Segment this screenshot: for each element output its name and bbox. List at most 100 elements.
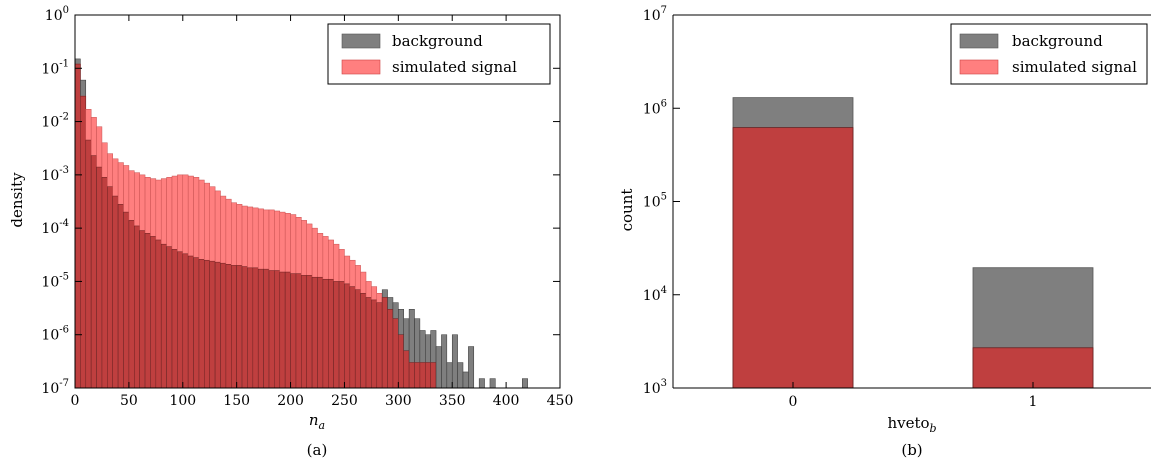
bar-overlap [90, 155, 97, 389]
bar-overlap [74, 63, 81, 389]
bar-overlap [257, 268, 264, 389]
x-axis-label: hvetob [887, 414, 936, 435]
y-tick-label: 10-3 [41, 165, 69, 184]
bar-overlap [311, 276, 318, 389]
bar-simulated-signal [732, 127, 854, 389]
count-bars [732, 97, 1094, 389]
bar-overlap [414, 362, 421, 389]
bar-overlap [333, 281, 340, 389]
bar-overlap [338, 281, 345, 389]
bar-overlap [430, 362, 437, 389]
legend: background simulated signal [950, 23, 1148, 85]
x-tick-label: 350 [439, 393, 466, 409]
bar-overlap [123, 211, 130, 389]
bar-overlap [284, 271, 291, 389]
bar-background [468, 346, 475, 389]
x-axis-label: na [309, 411, 325, 432]
bar-overlap [193, 257, 200, 389]
y-tick-label: 104 [643, 285, 667, 304]
y-axis-label: count [618, 189, 636, 232]
bar-overlap [419, 362, 426, 389]
y-tick-label: 103 [643, 378, 667, 397]
bar-overlap [171, 249, 178, 389]
bar-background [451, 334, 458, 389]
y-tick-label: 100 [45, 5, 69, 24]
bar-overlap [85, 139, 92, 389]
bar-overlap [360, 292, 367, 389]
bar-overlap [220, 262, 227, 389]
plot-frame [74, 14, 561, 389]
bar-background [462, 371, 469, 389]
bar-overlap [268, 270, 275, 389]
bar-overlap [236, 265, 243, 389]
histogram-bars [74, 58, 528, 389]
bar-overlap [403, 350, 410, 389]
x-tick-label: 400 [493, 393, 520, 409]
bar-simulated-signal [972, 347, 1094, 389]
bar-overlap [371, 299, 378, 389]
y-tick-label: 10-4 [41, 218, 69, 237]
x-tick-label: 50 [120, 393, 138, 409]
x-tick-label: 0 [789, 394, 798, 410]
bar-overlap [252, 267, 259, 389]
legend: background simulated signal [327, 23, 551, 85]
x-tick-label: 100 [169, 393, 196, 409]
bar-overlap [182, 253, 189, 389]
bar-overlap [290, 273, 297, 389]
bar-overlap [117, 204, 124, 389]
y-tick-label: 106 [643, 98, 667, 117]
bar-overlap [128, 220, 135, 389]
bar-overlap [225, 264, 232, 389]
bar-background [457, 362, 464, 389]
bar-overlap [344, 283, 351, 389]
bar-overlap [274, 270, 281, 389]
bar-overlap [198, 259, 205, 389]
legend-swatch-background [341, 33, 381, 49]
bar-overlap [263, 268, 270, 389]
bar-overlap [408, 362, 415, 389]
legend-label-background: background [1012, 32, 1103, 50]
bar-overlap [376, 302, 383, 389]
bar-overlap [101, 177, 108, 389]
bar-overlap [96, 166, 103, 389]
bar-overlap [214, 261, 221, 389]
y-tick-label: 10-6 [41, 325, 69, 344]
bar-overlap [349, 286, 356, 389]
bar-overlap [392, 318, 399, 389]
bar-overlap [139, 230, 146, 389]
bar-background [435, 346, 442, 389]
bar-overlap [295, 273, 302, 389]
bar-overlap [354, 289, 361, 389]
x-tick-label: 200 [277, 393, 304, 409]
bar-overlap [241, 266, 248, 389]
bar-background [478, 378, 485, 389]
bar-overlap [381, 297, 388, 389]
bar-background [489, 378, 496, 389]
bar-overlap [204, 259, 210, 389]
y-tick-label: 107 [643, 5, 667, 24]
y-tick-label: 105 [643, 192, 667, 211]
bar-overlap [187, 255, 194, 389]
bar-overlap [247, 267, 254, 389]
legend-label-simulated-signal: simulated signal [392, 58, 517, 76]
bar-background [446, 362, 453, 389]
axis-ticks: 0 1 107 106 105 104 103 [643, 5, 1038, 410]
bar-overlap [160, 243, 167, 389]
bar-overlap [398, 334, 404, 389]
bar-overlap [166, 246, 173, 389]
x-tick-label: 450 [547, 393, 574, 409]
x-tick-label: 1 [1029, 394, 1038, 410]
bar-overlap [301, 275, 307, 389]
y-axis-label: density [8, 172, 26, 228]
axis-ticks: 0 50 100 150 200 250 300 350 400 450 100 10-1 10-2 10… [41, 5, 573, 409]
y-tick-label: 10-2 [41, 112, 69, 131]
bar-overlap [279, 271, 286, 389]
panel-caption: (b) [901, 441, 922, 459]
histogram-panel: 0 50 100 150 200 250 300 350 400 450 100 10-1 10-2 10… [8, 5, 573, 459]
x-tick-label: 150 [223, 393, 250, 409]
legend-swatch-background [959, 33, 999, 49]
bar-overlap [425, 362, 431, 389]
count-panel: 0 1 107 106 105 104 103 count hvetob (b) backg… [618, 5, 1151, 459]
bar-overlap [150, 236, 157, 389]
